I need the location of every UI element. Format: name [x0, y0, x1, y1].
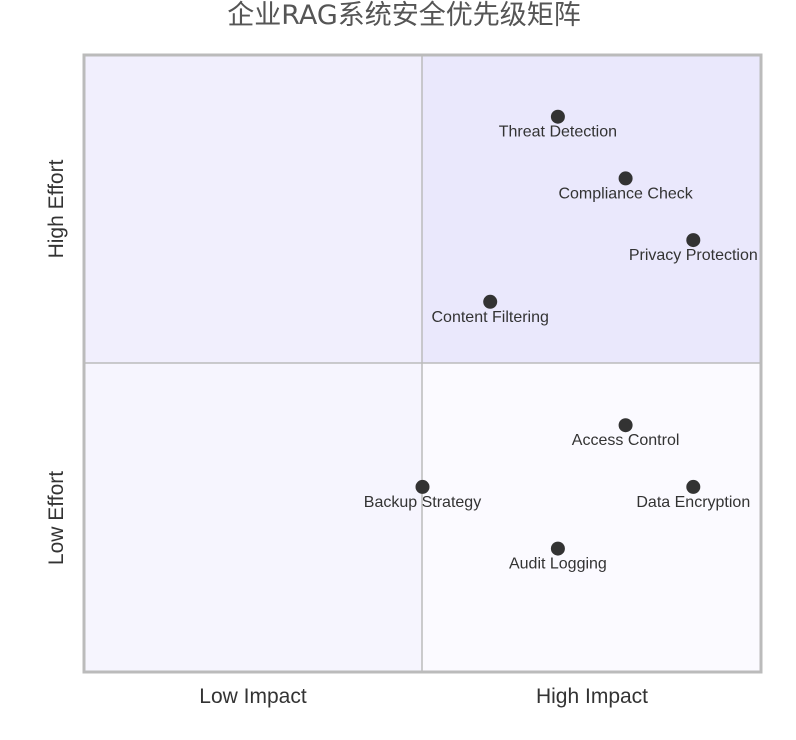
- point-label: Threat Detection: [499, 124, 617, 141]
- point-label: Compliance Check: [558, 185, 693, 202]
- data-point: [483, 294, 498, 309]
- point-label: Access Control: [572, 432, 680, 449]
- point-label: Privacy Protection: [629, 247, 758, 264]
- x-quadrant-label-high: High Impact: [536, 685, 648, 708]
- y-quadrant-label-high: High Effort: [45, 159, 68, 258]
- point-label: Content Filtering: [432, 309, 549, 326]
- data-point: [550, 109, 565, 124]
- data-point: [618, 418, 633, 433]
- chart-title: 企业RAG系统安全优先级矩阵: [227, 0, 581, 31]
- points-layer: Threat Detection Compliance Check Privacy …: [364, 109, 758, 573]
- data-point: [686, 233, 701, 248]
- quadrant-top-right: [422, 55, 761, 363]
- data-point: [618, 171, 633, 186]
- point-label: Audit Logging: [509, 556, 607, 573]
- data-point: [550, 541, 565, 556]
- data-point: [686, 479, 701, 494]
- quadrant-bottom-right: [422, 363, 761, 672]
- point-label: Backup Strategy: [364, 494, 481, 511]
- y-quadrant-label-low: Low Effort: [45, 471, 68, 565]
- quadrant-top-left: [84, 55, 422, 363]
- x-quadrant-label-low: Low Impact: [199, 685, 307, 708]
- data-point: [415, 479, 430, 494]
- plot-frame: [82, 53, 763, 674]
- point-label: Data Encryption: [636, 494, 750, 511]
- quadrant-bottom-left: [84, 363, 422, 672]
